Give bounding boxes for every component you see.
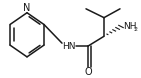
Text: O: O (84, 67, 92, 77)
Text: HN: HN (62, 42, 76, 51)
Text: N: N (23, 3, 31, 13)
Text: 2: 2 (134, 27, 138, 32)
Text: NH: NH (123, 22, 136, 31)
